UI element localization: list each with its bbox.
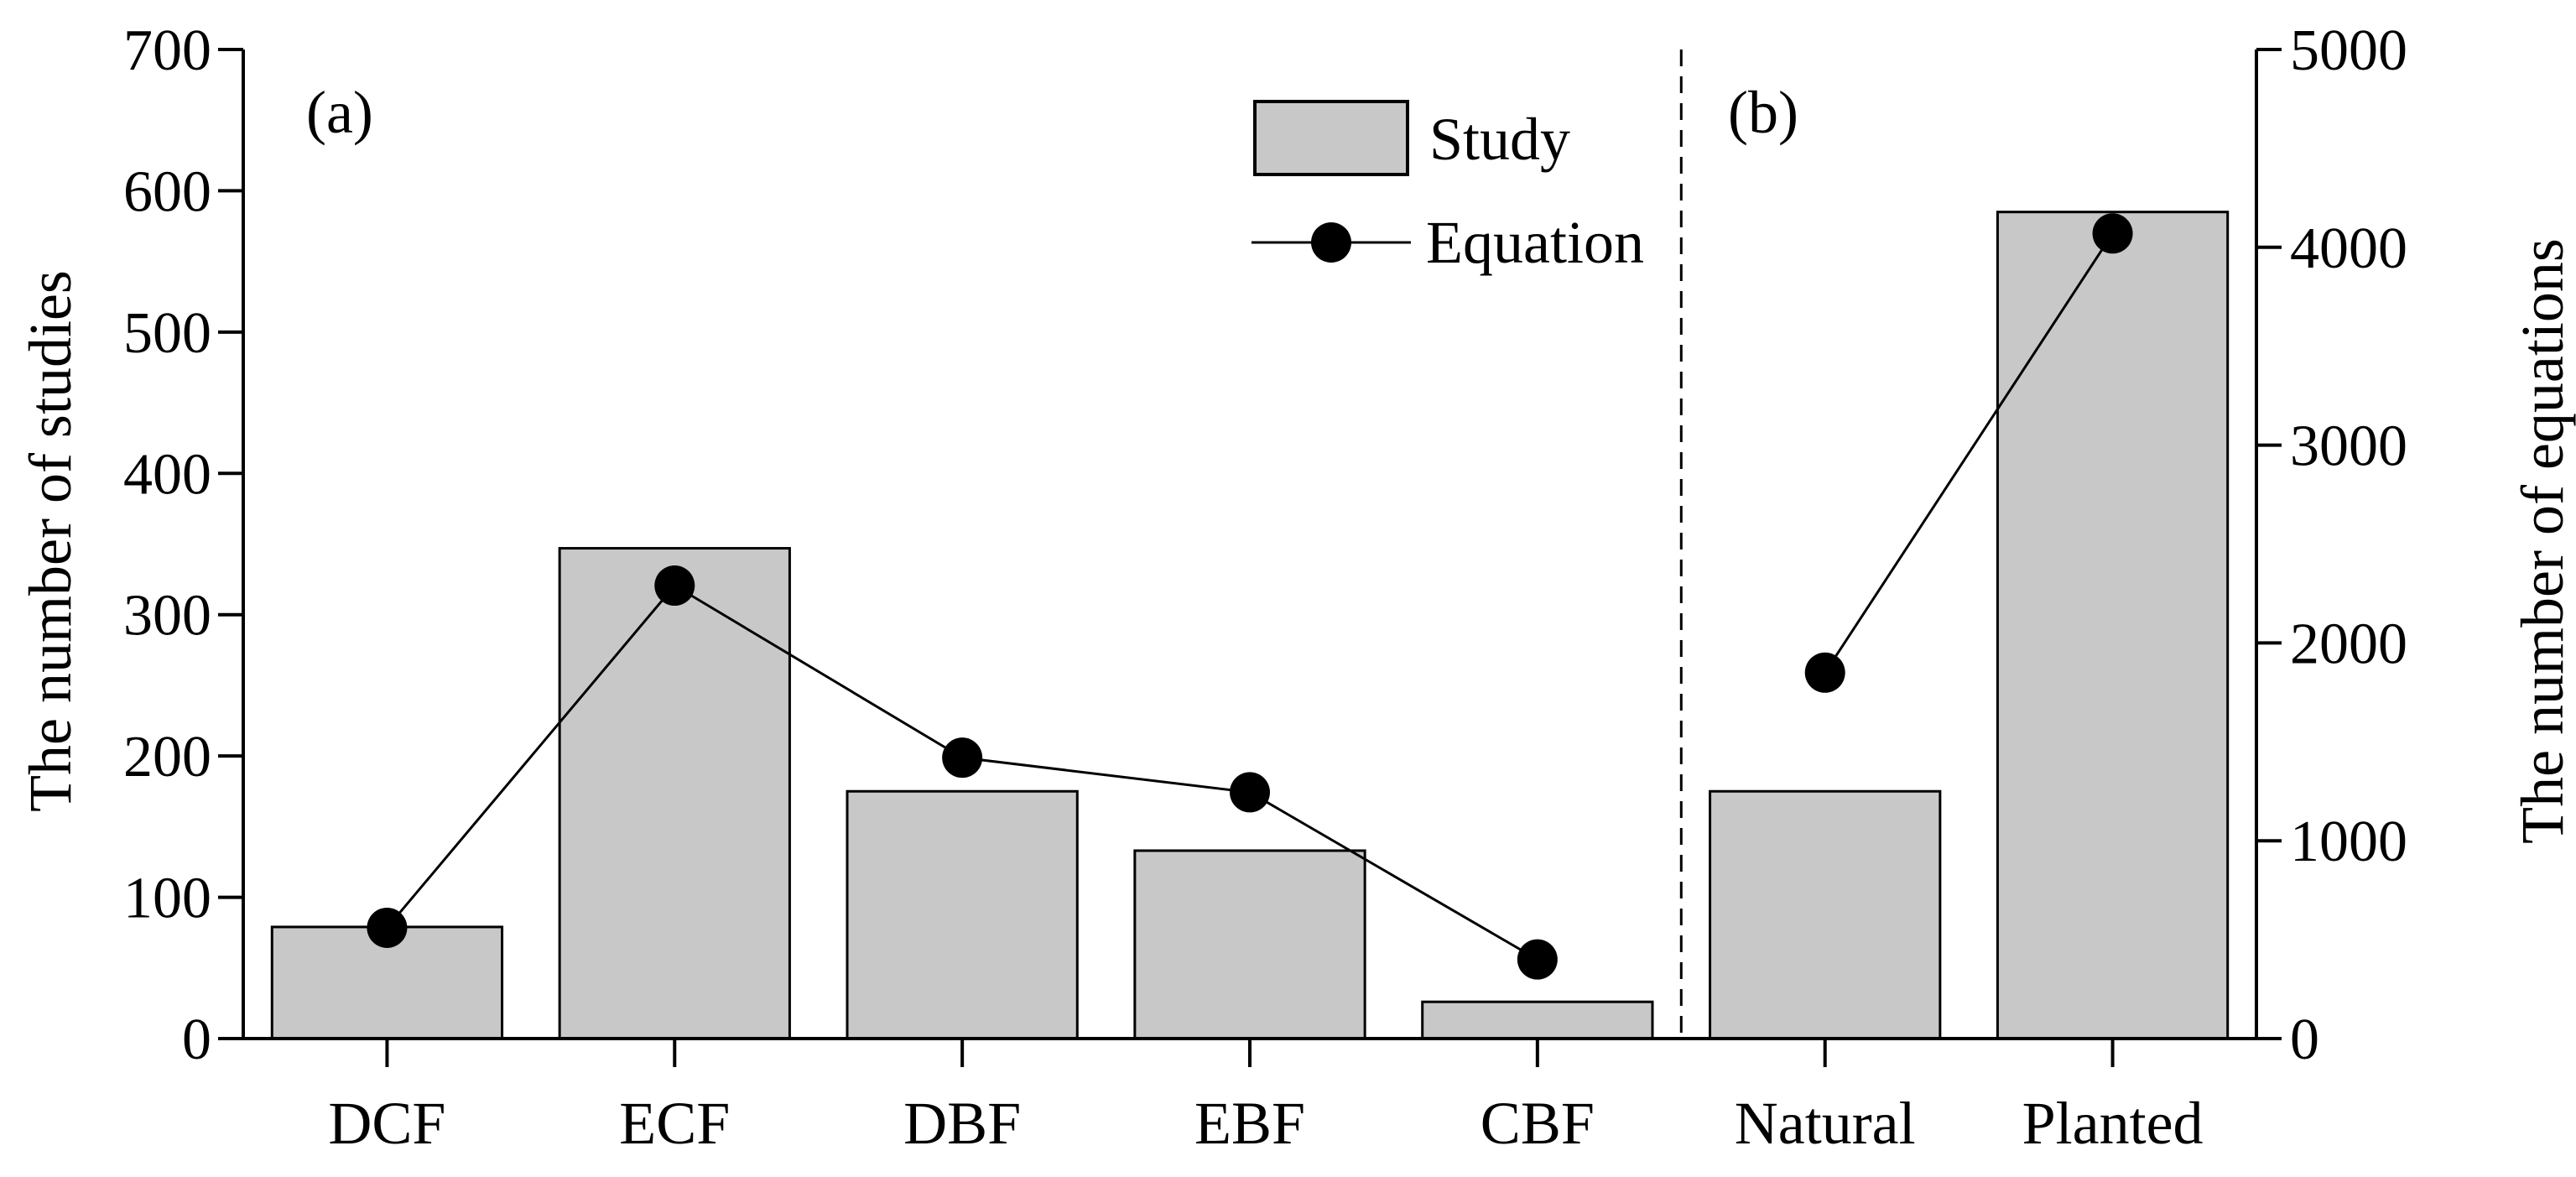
y-axis-title-right: The number of equations xyxy=(2509,238,2576,844)
bar-ecf xyxy=(558,547,791,1040)
legend-study-swatch xyxy=(1253,100,1409,176)
x-tick-label-cbf: CBF xyxy=(1481,1090,1595,1157)
y-right-tick-label-0: 0 xyxy=(2290,1008,2319,1072)
equation-point-dbf xyxy=(942,737,983,779)
equation-point-dcf xyxy=(367,907,408,948)
equation-point-cbf xyxy=(1517,939,1558,980)
bar-planted xyxy=(1996,211,2230,1040)
x-tick-label-dbf: DBF xyxy=(903,1090,1021,1157)
y-right-tick-label-1000: 1000 xyxy=(2290,810,2407,874)
x-tick-label-natural: Natural xyxy=(1735,1090,1916,1157)
y-right-tick-label-3000: 3000 xyxy=(2290,414,2407,479)
equation-point-planted xyxy=(2092,213,2133,254)
bar-dbf xyxy=(846,789,1079,1040)
legend-equation-label: Equation xyxy=(1426,209,1644,276)
legend-study-label: Study xyxy=(1429,106,1570,173)
y-right-tick-label-4000: 4000 xyxy=(2290,216,2407,281)
y-axis-title-left: The number of studies xyxy=(17,270,84,812)
bar-natural xyxy=(1709,789,1942,1040)
legend: Study Equation xyxy=(1252,100,1644,276)
x-tick-label-planted: Planted xyxy=(2022,1090,2204,1157)
x-tick-label-ecf: ECF xyxy=(619,1090,730,1157)
equation-point-ecf xyxy=(654,565,695,607)
bars xyxy=(270,211,2230,1040)
panel-label-a: (a) xyxy=(306,79,373,146)
y-right-tick-label-2000: 2000 xyxy=(2290,612,2407,676)
y-left-tick-label-100: 100 xyxy=(123,867,211,931)
y-left-tick-label-600: 600 xyxy=(123,159,211,224)
y-left-tick-label-0: 0 xyxy=(182,1008,211,1072)
y-left-tick-label-400: 400 xyxy=(123,442,211,507)
panel-label-b: (b) xyxy=(1728,79,1798,146)
y-left-tick-label-300: 300 xyxy=(123,584,211,648)
equation-point-ebf xyxy=(1230,772,1270,813)
legend-equation-marker xyxy=(1311,222,1351,263)
x-tick-label-dcf: DCF xyxy=(328,1090,445,1157)
x-tick-label-ebf: EBF xyxy=(1194,1090,1305,1157)
lines xyxy=(367,213,2133,980)
axes: 0 100 200 300 400 500 600 700 0 1000 2000 3000 4000 5… xyxy=(123,18,2407,1157)
bar-ebf xyxy=(1133,849,1366,1040)
equation-point-natural xyxy=(1804,652,1845,693)
bar-cbf xyxy=(1421,1000,1654,1040)
y-left-tick-label-200: 200 xyxy=(123,725,211,789)
equation-line-segment-2 xyxy=(1824,232,2114,674)
y-left-tick-label-500: 500 xyxy=(123,301,211,366)
y-right-tick-label-5000: 5000 xyxy=(2290,18,2407,83)
y-left-tick-label-700: 700 xyxy=(123,18,211,83)
